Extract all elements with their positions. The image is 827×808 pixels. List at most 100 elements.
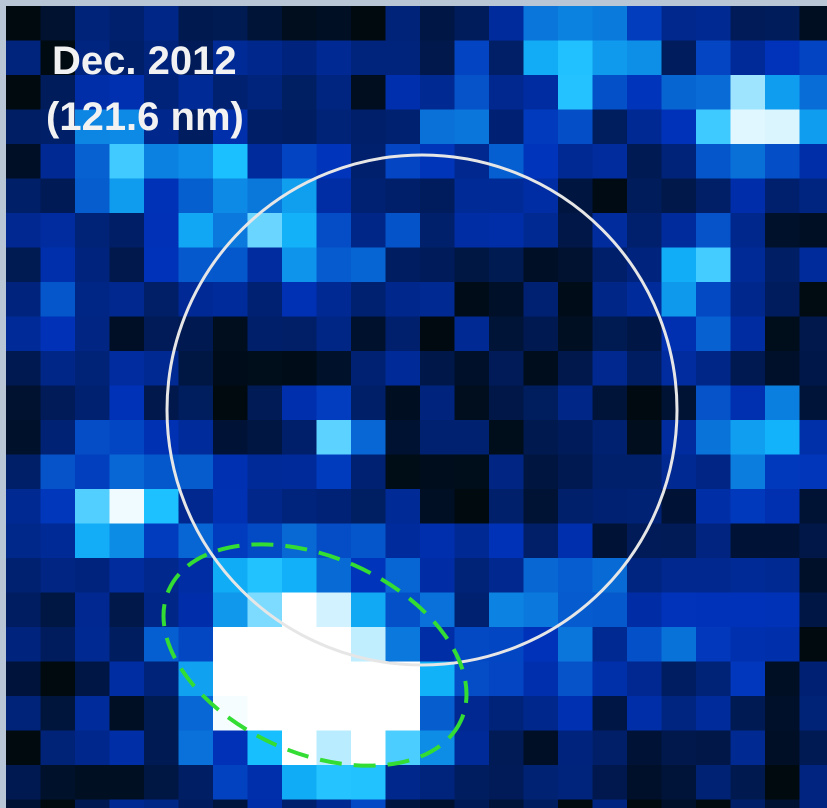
pixel [41, 6, 76, 41]
pixel [420, 6, 455, 41]
pixel [179, 455, 214, 490]
pixel [731, 420, 766, 455]
pixel [213, 524, 248, 559]
pixel [627, 627, 662, 662]
pixel [41, 248, 76, 283]
pixel [6, 317, 41, 352]
pixel [41, 800, 76, 808]
pixel [75, 144, 110, 179]
pixel [248, 696, 283, 731]
pixel [489, 248, 524, 283]
pixel [662, 282, 697, 317]
pixel [662, 420, 697, 455]
pixel [144, 179, 179, 214]
pixel [455, 524, 490, 559]
pixel [489, 524, 524, 559]
pixel [386, 593, 421, 628]
pixel [489, 800, 524, 808]
pixel [351, 800, 386, 808]
pixel [179, 489, 214, 524]
image-panel: Dec. 2012 (121.6 nm) [0, 0, 827, 808]
pixel [800, 524, 827, 559]
pixel [248, 41, 283, 76]
pixel [455, 282, 490, 317]
pixel [662, 386, 697, 421]
pixel [558, 282, 593, 317]
pixel [282, 662, 317, 697]
page: {"label": {"date": "Dec. 2012", "wavelen… [0, 0, 827, 808]
pixel [420, 455, 455, 490]
pixel [41, 696, 76, 731]
pixel [179, 731, 214, 766]
pixel [179, 6, 214, 41]
pixel [662, 6, 697, 41]
pixel [317, 41, 352, 76]
pixel [455, 765, 490, 800]
pixel [696, 696, 731, 731]
pixel [696, 144, 731, 179]
pixel [282, 213, 317, 248]
pixel [800, 110, 827, 145]
pixel [317, 144, 352, 179]
pixel [800, 317, 827, 352]
pixel [110, 213, 145, 248]
pixel [524, 662, 559, 697]
pixel [179, 558, 214, 593]
pixel [282, 386, 317, 421]
pixel [696, 455, 731, 490]
pixel [6, 455, 41, 490]
pixel [731, 179, 766, 214]
pixel [489, 386, 524, 421]
pixel [386, 386, 421, 421]
pixel [627, 351, 662, 386]
pixel [351, 213, 386, 248]
pixel [213, 765, 248, 800]
pixel [731, 627, 766, 662]
pixel [282, 455, 317, 490]
pixel [110, 662, 145, 697]
pixel [662, 110, 697, 145]
pixel [455, 386, 490, 421]
pixel [317, 662, 352, 697]
pixel [455, 75, 490, 110]
pixel [420, 41, 455, 76]
pixel [213, 144, 248, 179]
pixel [386, 558, 421, 593]
pixel [317, 420, 352, 455]
pixel [627, 455, 662, 490]
pixel [248, 455, 283, 490]
pixel [41, 765, 76, 800]
pixel [386, 6, 421, 41]
pixel [489, 765, 524, 800]
pixel [696, 213, 731, 248]
pixel [41, 731, 76, 766]
pixel [420, 351, 455, 386]
pixel [593, 524, 628, 559]
pixel [75, 386, 110, 421]
pixel [731, 351, 766, 386]
pixel [765, 386, 800, 421]
pixel [144, 489, 179, 524]
pixel [696, 248, 731, 283]
pixel [731, 144, 766, 179]
pixel [75, 351, 110, 386]
pixel [489, 662, 524, 697]
pixel [420, 489, 455, 524]
pixel [6, 558, 41, 593]
pixel [765, 110, 800, 145]
pixel [455, 455, 490, 490]
pixel [6, 282, 41, 317]
pixel [627, 662, 662, 697]
pixel [75, 696, 110, 731]
pixel [282, 6, 317, 41]
pixel [75, 593, 110, 628]
pixel [558, 455, 593, 490]
pixel [489, 75, 524, 110]
pixel [317, 75, 352, 110]
pixel [420, 420, 455, 455]
pixel [6, 420, 41, 455]
pixel [41, 386, 76, 421]
pixel [489, 489, 524, 524]
pixel [455, 558, 490, 593]
pixel [593, 179, 628, 214]
